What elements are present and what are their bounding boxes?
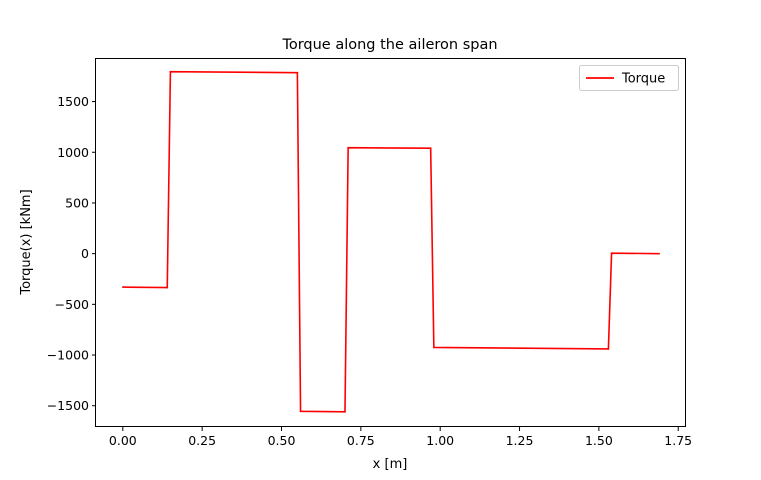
y-tick-label: 500 xyxy=(65,195,89,210)
y-axis-ticks: −1500 −1000 −500 0 500 1000 1500 xyxy=(47,94,96,413)
x-tick-label: 0.00 xyxy=(109,433,137,448)
x-tick-label: 0.50 xyxy=(268,433,296,448)
data-point xyxy=(344,410,346,413)
series-layer xyxy=(122,70,660,413)
y-tick-label: −1500 xyxy=(47,398,89,413)
y-tick-label: 0 xyxy=(81,246,89,261)
data-point xyxy=(433,346,435,349)
data-point xyxy=(610,252,613,254)
y-tick-label: −1000 xyxy=(47,348,89,363)
data-point xyxy=(166,286,169,289)
chart-title: Torque along the aileron span xyxy=(281,37,497,53)
x-axis-label: x [m] xyxy=(373,457,408,472)
x-axis-ticks: 0.00 0.25 0.50 0.75 1.00 1.25 1.50 1.75 xyxy=(109,427,692,448)
x-tick-label: 1.75 xyxy=(664,433,692,448)
data-point xyxy=(296,71,299,74)
y-tick-label: 1000 xyxy=(57,145,89,160)
legend-frame xyxy=(579,65,679,91)
x-tick-label: 1.25 xyxy=(506,433,534,448)
y-axis-label: Torque(x) [kNm] xyxy=(19,189,34,295)
x-tick-label: 0.75 xyxy=(347,433,375,448)
y-tick-label: −500 xyxy=(55,297,89,312)
legend-label: Torque xyxy=(621,72,665,87)
y-tick-label: 1500 xyxy=(57,94,89,109)
legend: Torque xyxy=(579,65,679,91)
data-point xyxy=(299,410,302,413)
series-line-torque xyxy=(122,70,660,413)
data-point xyxy=(169,70,172,73)
data-point xyxy=(429,147,432,150)
data-point xyxy=(347,146,349,149)
plot-area-frame xyxy=(95,58,686,427)
data-point xyxy=(607,348,610,350)
x-tick-label: 0.25 xyxy=(188,433,216,448)
data-point xyxy=(122,286,124,288)
x-tick-label: 1.00 xyxy=(426,433,454,448)
data-point xyxy=(658,252,660,255)
x-tick-label: 1.50 xyxy=(585,433,613,448)
